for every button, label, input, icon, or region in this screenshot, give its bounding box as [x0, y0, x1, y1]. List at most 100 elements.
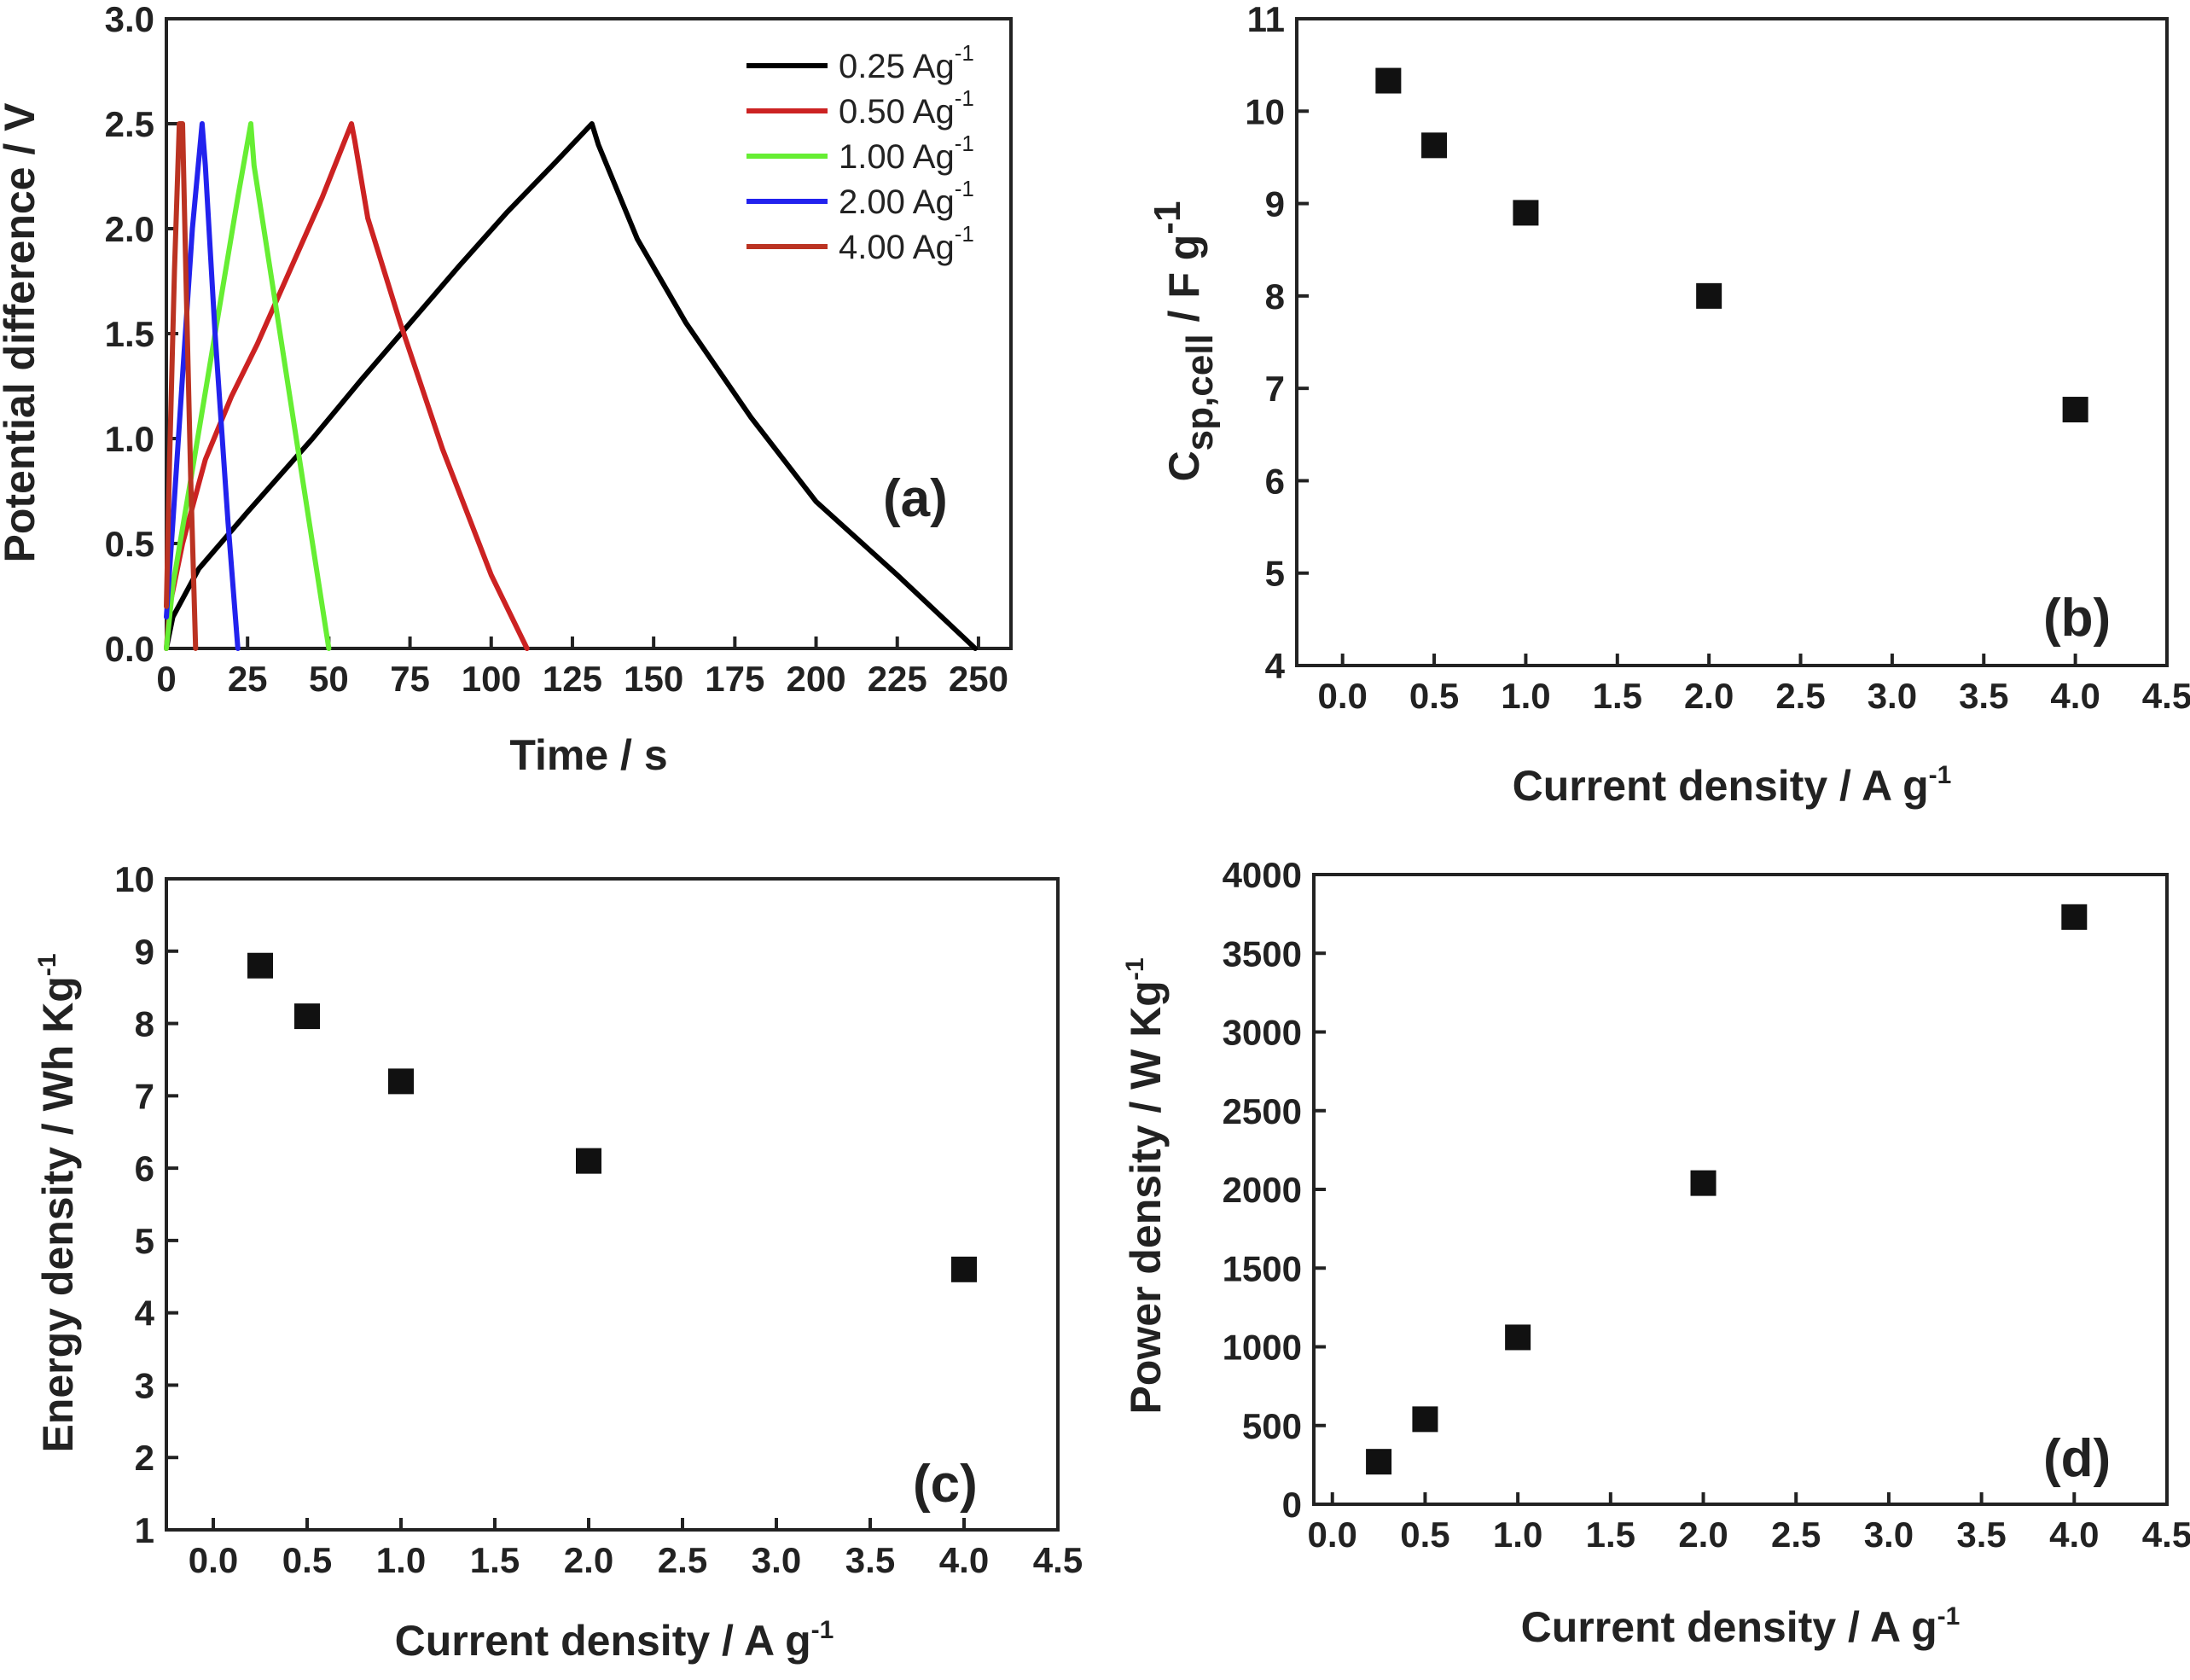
- x-tick-label: 50: [309, 659, 349, 699]
- x-tick-label: 75: [390, 659, 430, 699]
- x-tick-label: 3.5: [1959, 676, 2008, 716]
- x-tick-label: 250: [949, 659, 1008, 699]
- y-tick-label: 2000: [1223, 1170, 1302, 1210]
- y-tick-label: 1: [135, 1510, 154, 1550]
- y-tick-label: 9: [1265, 184, 1285, 224]
- y-tick-label: 2500: [1223, 1091, 1302, 1131]
- y-tick-label: 9: [135, 932, 154, 972]
- x-tick-label: 2.0: [1684, 676, 1734, 716]
- data-point: [1366, 1449, 1392, 1475]
- x-tick-label: 1.0: [1493, 1514, 1542, 1555]
- y-tick-label: 8: [1265, 276, 1285, 317]
- x-tick-label: 25: [228, 659, 268, 699]
- x-tick-label: 0.0: [1308, 1514, 1357, 1555]
- y-axis-label: Energy density / Wh Kg-1: [33, 953, 82, 1452]
- y-tick-label: 2.0: [105, 209, 154, 249]
- data-point: [1513, 200, 1539, 226]
- x-tick-label: 225: [868, 659, 927, 699]
- x-tick-label: 150: [624, 659, 683, 699]
- y-tick-label: 1.5: [105, 314, 154, 354]
- x-tick-label: 4.0: [2049, 1514, 2099, 1555]
- y-tick-label: 2: [135, 1438, 154, 1478]
- x-tick-label: 0.0: [1317, 676, 1367, 716]
- data-point: [1690, 1170, 1717, 1196]
- chart-panel-d: 0.0 0.5 1.0 1.5 2.0 2.5 3.0 3.5 4.0 4.5 0 500 1000 15…: [1121, 855, 2190, 1651]
- y-tick-label: 11: [1247, 0, 1285, 39]
- x-tick-label: 3.0: [752, 1540, 801, 1580]
- x-tick-label: 3.5: [1956, 1514, 2006, 1555]
- plot-frame: [165, 877, 1060, 1532]
- y-tick-label: 3: [135, 1365, 154, 1405]
- x-tick-label: 1.5: [1593, 676, 1642, 716]
- legend-label-0: 0.25 Ag-1: [839, 40, 974, 85]
- x-tick-label: 0.5: [1400, 1514, 1449, 1555]
- y-tick-label: 7: [1265, 369, 1285, 409]
- x-tick-label: 0.5: [1409, 676, 1459, 716]
- data-point: [1696, 282, 1722, 309]
- chart-panel-a: 0 25 50 75 100 125 150 175 200 225 250 0.0 0.5 1.0 1.5…: [0, 0, 1013, 779]
- x-tick-label: 2.5: [1771, 1514, 1821, 1555]
- x-tick-label: 1.5: [1586, 1514, 1635, 1555]
- x-axis-label: Current density / A g-1: [395, 1616, 834, 1665]
- x-axis-label: Time / s: [509, 731, 667, 779]
- legend-label-1: 0.50 Ag-1: [839, 85, 974, 131]
- y-axis-label: Power density / W Kg-1: [1121, 957, 1170, 1414]
- data-point: [388, 1068, 414, 1095]
- y-tick-label: 4: [1265, 646, 1286, 686]
- x-tick-label: 100: [462, 659, 521, 699]
- panel-label: (c): [913, 1455, 978, 1514]
- x-tick-label: 1.5: [470, 1540, 520, 1580]
- y-tick-label: 10: [114, 859, 154, 899]
- x-tick-label: 2.5: [1775, 676, 1825, 716]
- x-tick-label: 125: [543, 659, 602, 699]
- x-tick-label: 4.0: [939, 1540, 989, 1580]
- y-tick-label: 4000: [1223, 855, 1302, 895]
- x-axis-label: Current density / A g-1: [1513, 761, 1952, 810]
- y-tick-label: 6: [135, 1148, 154, 1189]
- x-axis-label: Current density / A g-1: [1521, 1602, 1961, 1651]
- data-point: [576, 1148, 601, 1174]
- data-point: [1505, 1324, 1531, 1351]
- data-point: [2061, 904, 2088, 930]
- y-tick-label: 4: [135, 1293, 155, 1334]
- x-tick-label: 3.0: [1864, 1514, 1914, 1555]
- panel-label: (b): [2043, 589, 2111, 648]
- y-tick-label: 5: [1265, 554, 1285, 594]
- x-tick-label: 0.5: [282, 1540, 332, 1580]
- y-tick-label: 1.0: [105, 419, 154, 459]
- x-tick-label: 175: [705, 659, 764, 699]
- data-point: [1375, 67, 1402, 94]
- legend-label-4: 4.00 Ag-1: [839, 221, 974, 266]
- panel-label: (d): [2043, 1429, 2111, 1488]
- x-tick-label: 4.5: [2142, 676, 2190, 716]
- y-axis-label: Csp,cell / F g-1: [1147, 201, 1221, 482]
- x-tick-label: 0.0: [189, 1540, 238, 1580]
- y-tick-label: 3.0: [105, 0, 154, 39]
- chart-panel-b: 0.0 0.5 1.0 1.5 2.0 2.5 3.0 3.5 4.0 4.5 4 5 6 7 8 9 10 11…: [1147, 0, 2190, 810]
- series-line-2: [164, 121, 332, 651]
- y-tick-label: 500: [1242, 1406, 1302, 1446]
- data-point: [1421, 132, 1448, 159]
- x-tick-label: 3.0: [1868, 676, 1917, 716]
- y-tick-label: 3500: [1223, 933, 1302, 974]
- y-tick-label: 5: [135, 1221, 154, 1261]
- data-point: [1412, 1406, 1438, 1433]
- data-point: [2062, 397, 2088, 423]
- x-tick-label: 4.0: [2050, 676, 2100, 716]
- x-tick-label: 2.0: [1678, 1514, 1728, 1555]
- x-tick-label: 1.0: [376, 1540, 426, 1580]
- x-tick-label: 2.5: [658, 1540, 707, 1580]
- y-axis-label: Potential difference / V: [0, 102, 44, 563]
- data-point: [951, 1256, 977, 1282]
- data-point: [294, 1003, 320, 1030]
- y-tick-label: 1000: [1223, 1328, 1302, 1368]
- y-tick-label: 1500: [1223, 1248, 1302, 1288]
- x-tick-label: 200: [786, 659, 845, 699]
- y-tick-label: 7: [135, 1076, 154, 1116]
- data-point: [247, 952, 273, 979]
- series-line-3: [164, 121, 241, 651]
- x-tick-label: 0: [156, 659, 176, 699]
- legend-label-2: 1.00 Ag-1: [839, 131, 974, 176]
- plot-frame: [1295, 17, 2169, 667]
